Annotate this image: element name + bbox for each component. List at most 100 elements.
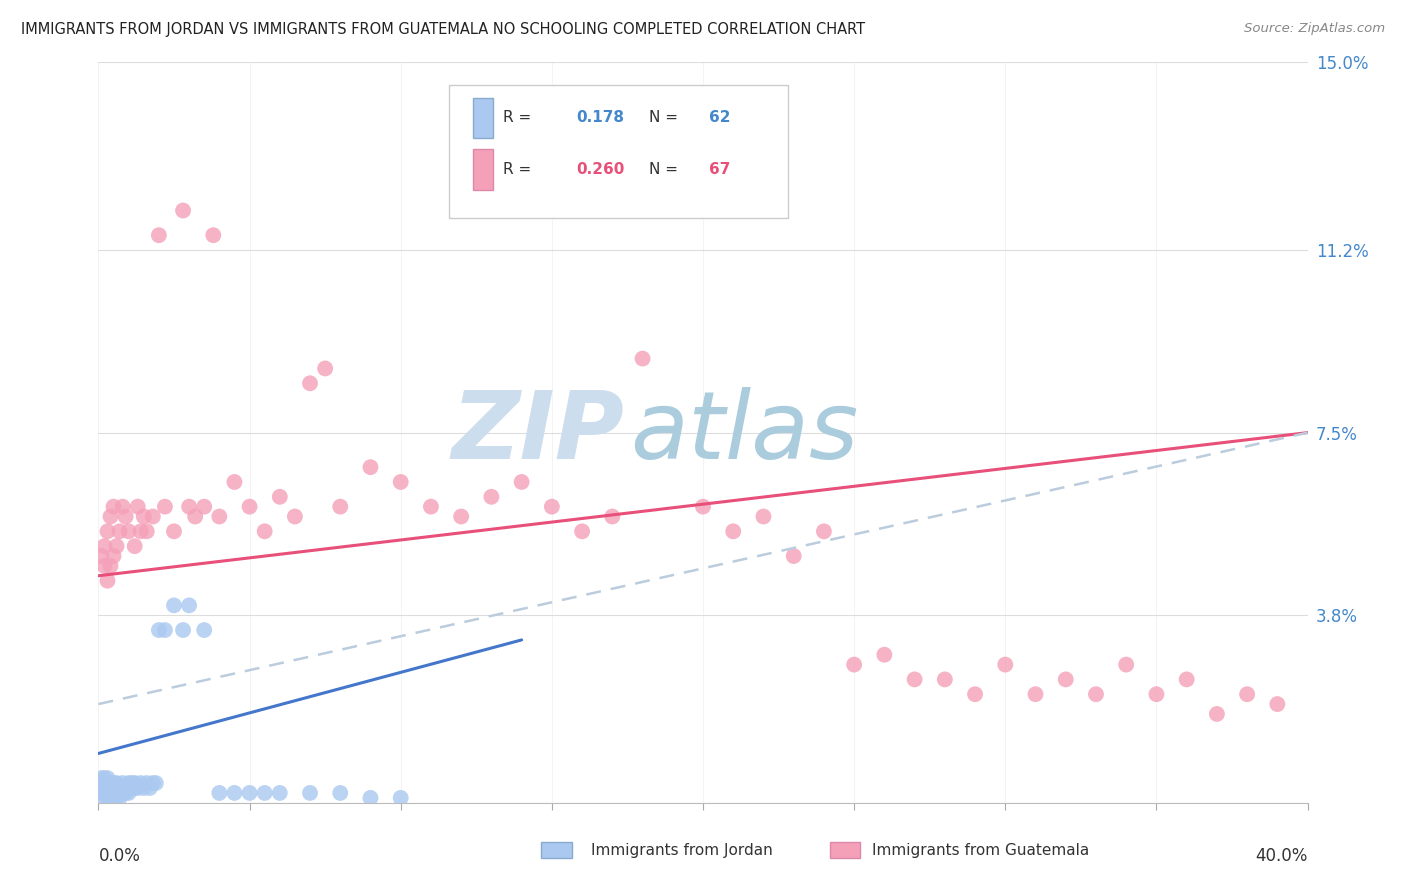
Point [124,776,146,790]
Point [329,500,352,514]
Text: atlas: atlas [630,387,859,478]
Point [752,509,775,524]
Point [148,623,170,637]
Point [114,509,136,524]
Point [93,776,115,790]
Point [90,549,112,563]
Text: 62: 62 [709,111,731,126]
Point [1144,687,1167,701]
Text: IMMIGRANTS FROM JORDAN VS IMMIGRANTS FROM GUATEMALA NO SCHOOLING COMPLETED CORRE: IMMIGRANTS FROM JORDAN VS IMMIGRANTS FRO… [21,22,865,37]
Point [103,500,125,514]
Point [253,524,276,539]
Point [994,657,1017,672]
Point [142,776,165,790]
Point [540,500,562,514]
Point [1054,673,1077,687]
Point [96,786,118,800]
Point [135,776,157,790]
Point [114,786,136,800]
Point [172,623,194,637]
Text: 0.260: 0.260 [576,162,624,178]
Point [111,500,134,514]
Point [105,539,128,553]
Point [108,524,131,539]
Point [96,780,118,795]
Point [108,780,131,795]
Point [602,509,624,524]
Point [96,790,118,805]
Point [208,786,231,800]
Point [124,780,146,795]
Point [118,786,141,800]
Text: 0.0%: 0.0% [98,847,141,865]
Point [723,524,745,539]
Point [269,490,291,504]
Point [965,687,987,701]
Text: Source: ZipAtlas.com: Source: ZipAtlas.com [1244,22,1385,36]
Point [510,475,533,489]
Point [100,558,122,573]
Point [873,648,896,662]
Point [389,475,412,489]
Point [96,771,118,785]
Point [103,776,125,790]
Point [904,673,927,687]
Point [103,780,125,795]
Point [208,509,231,524]
Point [103,790,125,805]
Point [284,509,307,524]
Point [1115,657,1137,672]
Point [96,776,118,790]
Point [783,549,806,563]
Text: N =: N = [648,162,682,178]
Point [1206,706,1229,721]
Point [105,776,128,790]
Point [813,524,835,539]
Text: R =: R = [503,111,537,126]
Point [253,786,276,800]
Point [111,780,134,795]
Point [139,780,162,795]
Point [132,780,155,795]
Point [193,623,215,637]
Text: N =: N = [648,111,682,126]
Point [111,776,134,790]
Point [934,673,956,687]
FancyBboxPatch shape [474,97,492,138]
Point [450,509,472,524]
Point [135,524,157,539]
Point [90,771,112,785]
Point [129,776,152,790]
Point [93,539,115,553]
Point [269,786,291,800]
Text: Immigrants from Jordan: Immigrants from Jordan [591,843,772,857]
Point [93,786,115,800]
Point [93,558,115,573]
Point [93,790,115,805]
Point [1024,687,1046,701]
Point [96,574,118,588]
Point [129,524,152,539]
Point [299,786,322,800]
Point [100,509,122,524]
Point [360,790,382,805]
Point [179,500,201,514]
Point [420,500,443,514]
Point [163,599,186,613]
Point [100,786,122,800]
Text: 0.178: 0.178 [576,111,624,126]
Point [142,509,165,524]
Point [179,599,201,613]
Text: Immigrants from Guatemala: Immigrants from Guatemala [872,843,1090,857]
Point [100,776,122,790]
Point [1085,687,1108,701]
Point [96,524,118,539]
Point [127,780,149,795]
Point [360,460,382,475]
Point [631,351,654,366]
Point [172,203,194,218]
Point [103,549,125,563]
Point [692,500,714,514]
Point [103,786,125,800]
Point [202,228,225,243]
